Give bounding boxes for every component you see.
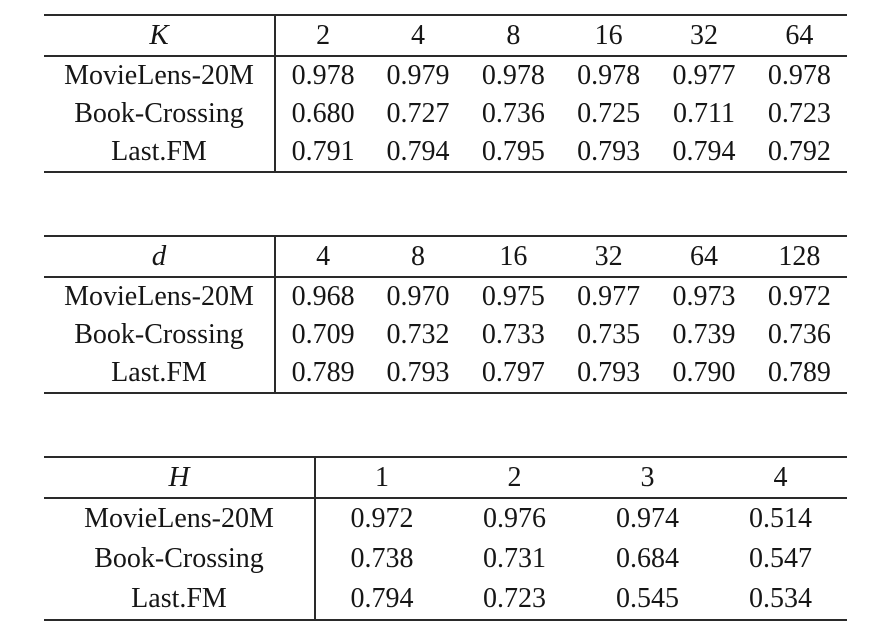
cell-value: 0.731 [483,543,546,574]
table-row: Last.FM 0.791 0.794 0.795 0.793 0.794 0.792 [44,133,847,172]
cell-value: 0.789 [291,357,355,388]
row-label: MovieLens-20M [44,498,316,539]
cell-value-best: 0.739 [672,319,736,350]
table-row: Last.FM 0.789 0.793 0.797 0.793 0.790 0.789 [44,354,847,393]
cell-value: 0.727 [386,98,450,129]
column-header: 1 [375,461,389,493]
column-header: 32 [689,19,718,51]
column-header: 4 [773,461,788,493]
table-row: Book-Crossing 0.680 0.727 0.736 0.725 0.711 0.… [44,95,847,133]
cell-value: 0.514 [749,503,812,534]
column-header: 8 [506,19,521,51]
table-row: Book-Crossing 0.738 0.731 0.684 0.547 [44,539,847,579]
cell-value-best: 0.797 [481,357,545,388]
cell-value-best: 0.736 [481,98,545,129]
cell-value: 0.974 [616,503,679,534]
row-label: Book-Crossing [44,95,276,133]
cell-value: 0.792 [767,136,831,167]
column-header: 16 [499,240,528,272]
cell-value: 0.680 [291,98,355,129]
table-header-row: K 2 4 8 16 32 64 [44,15,847,56]
cell-value-best: 0.795 [481,136,545,167]
cell-value: 0.545 [616,583,679,614]
row-label: Last.FM [44,579,316,620]
table-h-hyperparameter: H 1 2 3 4 MovieLens-20M 0.972 0.976 0.974 0.514 B… [44,456,847,621]
column-header: 2 [316,19,331,51]
cell-value: 0.732 [386,319,450,350]
cell-value: 0.736 [767,319,831,350]
table-header-row: d 4 8 16 32 64 128 [44,236,847,277]
cell-value: 0.794 [672,136,736,167]
cell-value: 0.793 [577,357,641,388]
column-header: 32 [594,240,623,272]
column-header: 2 [507,461,522,493]
row-label: Book-Crossing [44,316,276,354]
cell-value: 0.534 [749,583,812,614]
table-row: Last.FM 0.794 0.723 0.545 0.534 [44,579,847,620]
cell-value-best: 0.976 [483,503,546,534]
column-header: 4 [316,240,331,272]
cell-value: 0.547 [749,543,812,574]
cell-value: 0.970 [386,281,450,312]
table-d-header-letter: d [44,236,276,277]
cell-value: 0.975 [481,281,545,312]
cell-value: 0.977 [672,60,736,91]
column-header: 4 [410,19,425,51]
cell-value: 0.723 [767,98,831,129]
column-header: 128 [778,240,821,272]
column-header: 8 [410,240,425,272]
cell-value: 0.723 [483,583,546,614]
table-row: MovieLens-20M 0.978 0.979 0.978 0.978 0.977 0.… [44,56,847,95]
row-label: Last.FM [44,133,276,172]
row-label: Last.FM [44,354,276,393]
cell-value: 0.790 [672,357,736,388]
cell-value: 0.725 [577,98,641,129]
cell-value: 0.794 [386,136,450,167]
table-k-hyperparameter: K 2 4 8 16 32 64 MovieLens-20M 0.978 0.979 0.978 0… [44,14,847,173]
table-row: Book-Crossing 0.709 0.732 0.733 0.735 0.739 0.… [44,316,847,354]
cell-value: 0.972 [350,503,414,534]
cell-value: 0.733 [481,319,545,350]
table-header-row: H 1 2 3 4 [44,457,847,498]
cell-value: 0.793 [386,357,450,388]
cell-value-best: 0.977 [577,281,641,312]
cell-value: 0.968 [291,281,355,312]
cell-value-best: 0.979 [386,60,450,91]
column-header: 64 [785,19,814,51]
column-header: 64 [689,240,718,272]
row-label: Book-Crossing [44,539,316,579]
column-header: 3 [640,461,655,493]
row-label: MovieLens-20M [44,56,276,95]
cell-value: 0.684 [616,543,679,574]
cell-value-best: 0.738 [350,543,414,574]
table-k-header-letter: K [44,15,276,56]
column-header: 16 [594,19,623,51]
row-label: MovieLens-20M [44,277,276,316]
cell-value: 0.973 [672,281,736,312]
cell-value: 0.978 [291,60,355,91]
table-d-hyperparameter: d 4 8 16 32 64 128 MovieLens-20M 0.968 0.970 0.97… [44,235,847,394]
cell-value: 0.711 [672,98,735,129]
table-row: MovieLens-20M 0.972 0.976 0.974 0.514 [44,498,847,539]
cell-value: 0.978 [577,60,641,91]
cell-value: 0.978 [767,60,831,91]
table-row: MovieLens-20M 0.968 0.970 0.975 0.977 0.973 0.… [44,277,847,316]
cell-value: 0.793 [577,136,641,167]
cell-value: 0.978 [481,60,545,91]
table-h-header-letter: H [44,457,316,498]
cell-value: 0.972 [767,281,831,312]
cell-value: 0.735 [577,319,641,350]
cell-value-best: 0.794 [350,583,414,614]
cell-value: 0.789 [767,357,831,388]
cell-value: 0.791 [291,136,355,167]
cell-value: 0.709 [291,319,355,350]
